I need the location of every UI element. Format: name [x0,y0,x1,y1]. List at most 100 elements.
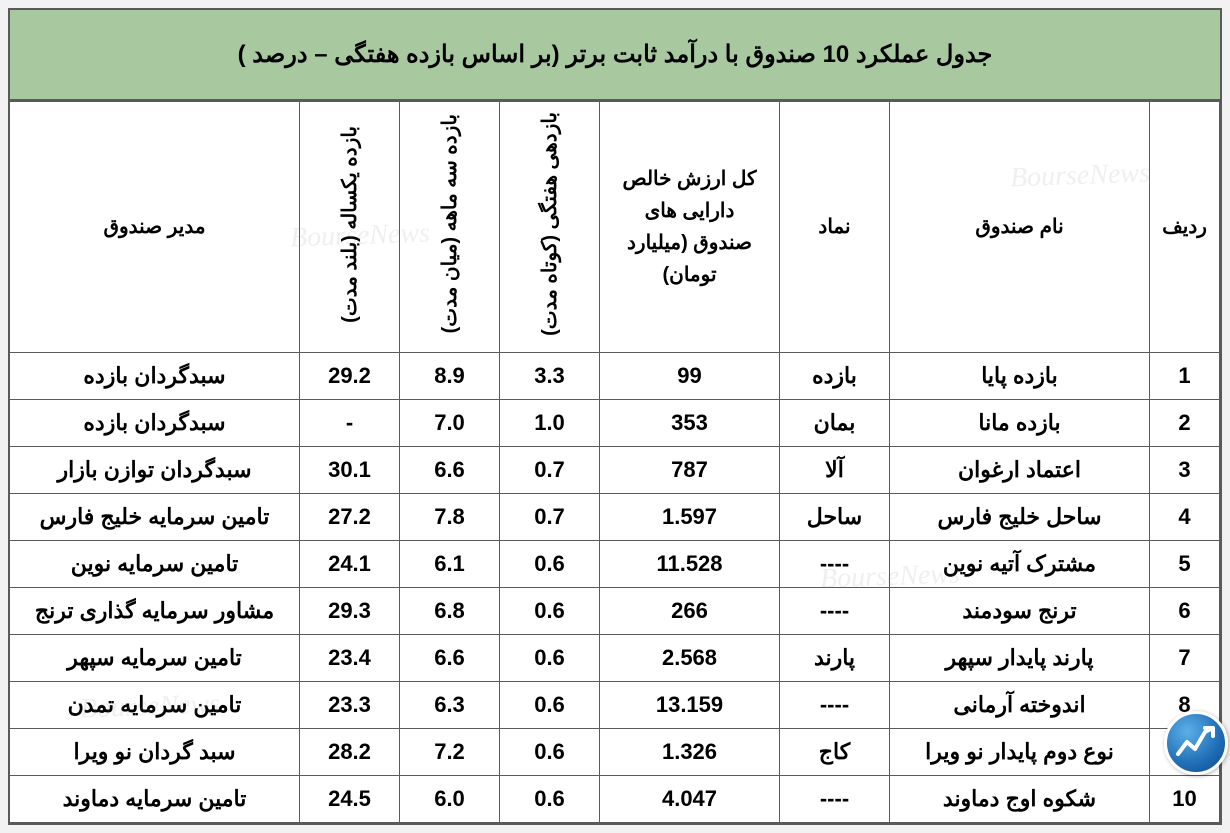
cell-fund_name: اعتماد ارغوان [890,446,1150,493]
cell-symbol: پارند [780,634,890,681]
cell-three_month_return: 6.6 [400,634,500,681]
table-row: 8اندوخته آرمانی----13.1590.66.323.3تامین… [10,681,1220,728]
cell-fund_manager: تامین سرمایه سپهر [10,634,300,681]
table-row: 6ترنج سودمند----2660.66.829.3مشاور سرمای… [10,587,1220,634]
cell-fund_manager: سبد گردان نو ویرا [10,728,300,775]
col-total-assets: کل ارزش خالص دارایی های صندوق (میلیارد ت… [600,102,780,353]
cell-yearly_return: 30.1 [300,446,400,493]
cell-three_month_return: 6.0 [400,775,500,822]
cell-symbol: ---- [780,681,890,728]
cell-weekly_return: 0.7 [500,446,600,493]
cell-symbol: ساحل [780,493,890,540]
cell-total_assets: 1.326 [600,728,780,775]
cell-three_month_return: 7.8 [400,493,500,540]
cell-fund_name: شکوه اوج دماوند [890,775,1150,822]
cell-weekly_return: 0.6 [500,634,600,681]
cell-row_num: 7 [1150,634,1220,681]
cell-total_assets: 13.159 [600,681,780,728]
cell-row_num: 5 [1150,540,1220,587]
cell-fund_name: بازده مانا [890,399,1150,446]
col-symbol: نماد [780,102,890,353]
cell-symbol: ---- [780,540,890,587]
cell-three_month_return: 6.3 [400,681,500,728]
cell-fund_manager: مشاور سرمایه گذاری ترنج [10,587,300,634]
cell-three_month_return: 8.9 [400,352,500,399]
cell-three_month_return: 6.6 [400,446,500,493]
cell-yearly_return: 23.3 [300,681,400,728]
fund-performance-table: ردیف نام صندوق نماد کل ارزش خالص دارایی … [9,101,1220,823]
cell-fund_manager: سبدگردان توازن بازار [10,446,300,493]
bourse-logo-icon [1164,711,1228,775]
cell-yearly_return: 24.1 [300,540,400,587]
cell-weekly_return: 0.6 [500,728,600,775]
cell-total_assets: 2.568 [600,634,780,681]
col-three-month-return: بازده سه ماهه (میان مدت) [400,102,500,353]
cell-total_assets: 99 [600,352,780,399]
cell-fund_manager: تامین سرمایه نوین [10,540,300,587]
table-title: جدول عملکرد 10 صندوق با درآمد ثابت برتر … [10,10,1220,101]
col-fund-name: نام صندوق [890,102,1150,353]
cell-symbol: ---- [780,775,890,822]
col-row-num: ردیف [1150,102,1220,353]
cell-total_assets: 353 [600,399,780,446]
cell-fund_name: پارند پایدار سپهر [890,634,1150,681]
cell-weekly_return: 0.6 [500,775,600,822]
cell-fund_manager: تامین سرمایه تمدن [10,681,300,728]
table-row: 10شکوه اوج دماوند----4.0470.66.024.5تامی… [10,775,1220,822]
cell-fund_name: اندوخته آرمانی [890,681,1150,728]
col-weekly-return: بازدهی هفتگی (کوتاه مدت) [500,102,600,353]
cell-total_assets: 1.597 [600,493,780,540]
cell-total_assets: 11.528 [600,540,780,587]
cell-fund_name: بازده پایا [890,352,1150,399]
cell-row_num: 1 [1150,352,1220,399]
cell-row_num: 10 [1150,775,1220,822]
cell-fund_name: ترنج سودمند [890,587,1150,634]
cell-symbol: کاج [780,728,890,775]
col-yearly-return: بازده یکساله (بلند مدت) [300,102,400,353]
cell-total_assets: 4.047 [600,775,780,822]
cell-yearly_return: - [300,399,400,446]
cell-fund_manager: سبدگردان بازده [10,399,300,446]
cell-symbol: بازده [780,352,890,399]
cell-yearly_return: 27.2 [300,493,400,540]
cell-yearly_return: 23.4 [300,634,400,681]
cell-weekly_return: 3.3 [500,352,600,399]
cell-three_month_return: 7.2 [400,728,500,775]
cell-weekly_return: 0.6 [500,681,600,728]
cell-symbol: آلا [780,446,890,493]
table-row: 5مشترک آتیه نوین----11.5280.66.124.1تامی… [10,540,1220,587]
cell-symbol: بمان [780,399,890,446]
cell-weekly_return: 0.7 [500,493,600,540]
cell-yearly_return: 24.5 [300,775,400,822]
cell-yearly_return: 29.2 [300,352,400,399]
cell-weekly_return: 0.6 [500,587,600,634]
cell-three_month_return: 7.0 [400,399,500,446]
fund-table-container: جدول عملکرد 10 صندوق با درآمد ثابت برتر … [8,8,1222,825]
col-fund-manager: مدیر صندوق [10,102,300,353]
cell-total_assets: 787 [600,446,780,493]
table-row: 4ساحل خلیج فارسساحل1.5970.77.827.2تامین … [10,493,1220,540]
cell-weekly_return: 0.6 [500,540,600,587]
cell-yearly_return: 29.3 [300,587,400,634]
table-row: 9نوع دوم پایدار نو ویراکاج1.3260.67.228.… [10,728,1220,775]
cell-three_month_return: 6.1 [400,540,500,587]
cell-fund_name: مشترک آتیه نوین [890,540,1150,587]
header-row: ردیف نام صندوق نماد کل ارزش خالص دارایی … [10,102,1220,353]
cell-yearly_return: 28.2 [300,728,400,775]
table-row: 2بازده مانابمان3531.07.0-سبدگردان بازده [10,399,1220,446]
cell-symbol: ---- [780,587,890,634]
table-body: 1بازده پایابازده993.38.929.2سبدگردان باز… [10,352,1220,822]
cell-fund_name: ساحل خلیج فارس [890,493,1150,540]
cell-three_month_return: 6.8 [400,587,500,634]
table-row: 3اعتماد ارغوانآلا7870.76.630.1سبدگردان ت… [10,446,1220,493]
cell-weekly_return: 1.0 [500,399,600,446]
cell-fund_manager: تامین سرمایه دماوند [10,775,300,822]
cell-row_num: 4 [1150,493,1220,540]
cell-row_num: 2 [1150,399,1220,446]
table-row: 7پارند پایدار سپهرپارند2.5680.66.623.4تا… [10,634,1220,681]
table-row: 1بازده پایابازده993.38.929.2سبدگردان باز… [10,352,1220,399]
cell-row_num: 3 [1150,446,1220,493]
cell-fund_name: نوع دوم پایدار نو ویرا [890,728,1150,775]
cell-row_num: 6 [1150,587,1220,634]
cell-total_assets: 266 [600,587,780,634]
